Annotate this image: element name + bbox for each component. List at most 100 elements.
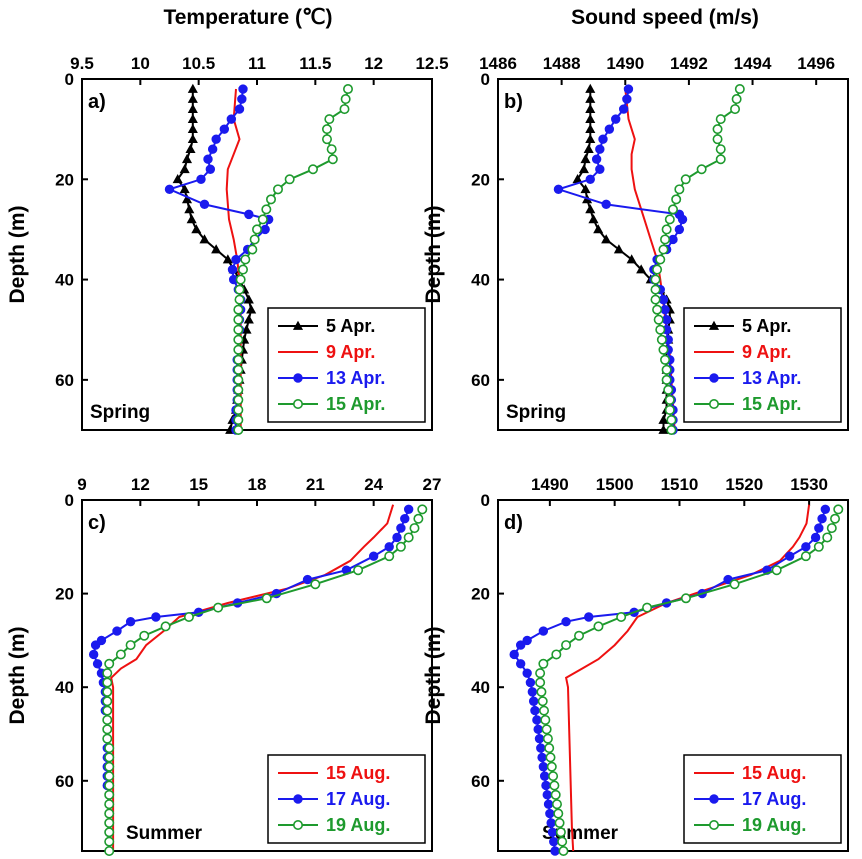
data-point-open xyxy=(102,686,113,697)
x-tick-label: 15 xyxy=(189,475,208,494)
data-point-open xyxy=(247,244,258,255)
data-point-open xyxy=(664,214,675,225)
data-point-filled xyxy=(591,154,602,164)
data-point-open xyxy=(102,668,113,679)
y-tick-label: 40 xyxy=(471,271,490,290)
panels-group: 9.5 10 10.5 11 11.5 12 12.5 0 20 40 60 Depth (m) a) S… xyxy=(6,54,849,856)
data-point-open xyxy=(115,649,126,660)
data-point-filled xyxy=(542,790,552,800)
data-point-open xyxy=(652,264,663,275)
data-point-open xyxy=(104,780,115,791)
data-point-triangle xyxy=(585,113,596,123)
data-point-open xyxy=(104,761,115,772)
legend-item: 15 Aug. xyxy=(278,763,390,783)
legend-item: 17 Aug. xyxy=(694,789,806,809)
data-point-filled xyxy=(527,687,538,697)
data-point-filled xyxy=(92,659,103,669)
data-point-open xyxy=(550,789,561,800)
x-tick-label: 10.5 xyxy=(182,54,215,73)
panel-label: c) xyxy=(88,512,106,534)
y-tick-label: 60 xyxy=(471,772,490,791)
data-point-open xyxy=(104,836,115,847)
data-point-triangle xyxy=(580,153,591,164)
data-point-filled xyxy=(231,254,241,265)
panel-b: 1486 1488 1490 1492 1494 1496 0 20 40 60 Depth (m)… xyxy=(422,54,849,435)
data-point-open xyxy=(712,134,723,145)
data-point-open xyxy=(554,817,565,828)
data-point-filled xyxy=(234,104,245,114)
data-point-triangle xyxy=(292,320,304,330)
data-point-filled xyxy=(622,94,632,104)
x-tick-label: 18 xyxy=(248,475,267,494)
data-point-open xyxy=(696,164,707,175)
y-tick-label: 60 xyxy=(471,371,490,390)
data-point-open xyxy=(551,649,562,660)
data-point-filled xyxy=(392,532,402,543)
data-point-open xyxy=(104,658,115,669)
sound-speed-axis-title: Sound speed (m/s) xyxy=(571,6,759,29)
data-point-filled xyxy=(196,174,206,184)
x-tick-label: 1490 xyxy=(531,475,569,494)
data-point-triangle xyxy=(593,224,604,234)
legend: 15 Aug. 17 Aug. 19 Aug. xyxy=(683,754,842,844)
data-point-triangle xyxy=(181,153,193,164)
data-point-open xyxy=(102,677,113,688)
series-2 xyxy=(535,504,844,856)
data-point-triangle xyxy=(241,324,252,334)
data-point-open xyxy=(650,294,661,305)
data-point-filled xyxy=(538,626,549,636)
data-point-triangle xyxy=(179,164,190,174)
legend-item: 13 Apr. xyxy=(694,368,801,388)
data-point-open xyxy=(542,733,553,744)
data-point-open xyxy=(233,394,244,405)
data-point-filled xyxy=(709,794,719,804)
data-point-filled xyxy=(238,84,248,94)
legend-item: 9 Apr. xyxy=(278,342,375,362)
data-point-open xyxy=(667,204,678,215)
data-point-open xyxy=(540,714,551,725)
data-point-triangle xyxy=(222,254,233,264)
data-point-filled xyxy=(403,504,414,515)
data-point-open xyxy=(664,394,675,405)
x-tick-label: 1492 xyxy=(670,54,708,73)
data-point-open xyxy=(652,304,663,315)
data-point-filled xyxy=(661,314,672,325)
legend-item: 13 Apr. xyxy=(278,368,385,388)
data-point-triangle xyxy=(187,113,198,123)
data-point-triangle xyxy=(613,244,624,254)
y-tick-label: 40 xyxy=(55,271,74,290)
x-tick-label: 12 xyxy=(364,54,383,73)
data-point-open xyxy=(238,264,249,275)
x-tick-label: 12 xyxy=(131,475,150,494)
data-point-open xyxy=(233,344,244,355)
data-point-open xyxy=(551,799,562,810)
data-point-open xyxy=(233,404,244,415)
series-line xyxy=(564,504,811,852)
data-point-filled xyxy=(546,818,556,828)
data-point-open xyxy=(537,696,548,707)
panel-label: b) xyxy=(504,91,523,113)
data-point-triangle xyxy=(585,103,596,113)
data-point-open xyxy=(321,124,332,135)
data-point-filled xyxy=(525,677,536,688)
data-point-triangle xyxy=(187,93,198,103)
data-point-filled xyxy=(515,640,526,650)
data-point-open xyxy=(616,611,627,622)
data-point-open xyxy=(240,254,251,265)
data-point-open xyxy=(265,194,276,205)
data-point-open xyxy=(660,354,671,365)
season-label: Summer xyxy=(126,823,203,844)
data-point-filled xyxy=(604,124,615,134)
data-point-triangle xyxy=(658,414,669,424)
data-point-filled xyxy=(522,668,532,678)
data-point-triangle xyxy=(181,194,193,204)
legend-label: 15 Apr. xyxy=(742,394,801,414)
data-point-filled xyxy=(585,174,595,184)
series-0 xyxy=(564,504,811,852)
data-point-triangle xyxy=(585,83,596,93)
data-point-open xyxy=(656,334,667,345)
y-axis-title: Depth (m) xyxy=(422,206,445,304)
data-point-open xyxy=(664,404,675,415)
data-point-triangle xyxy=(588,214,599,224)
